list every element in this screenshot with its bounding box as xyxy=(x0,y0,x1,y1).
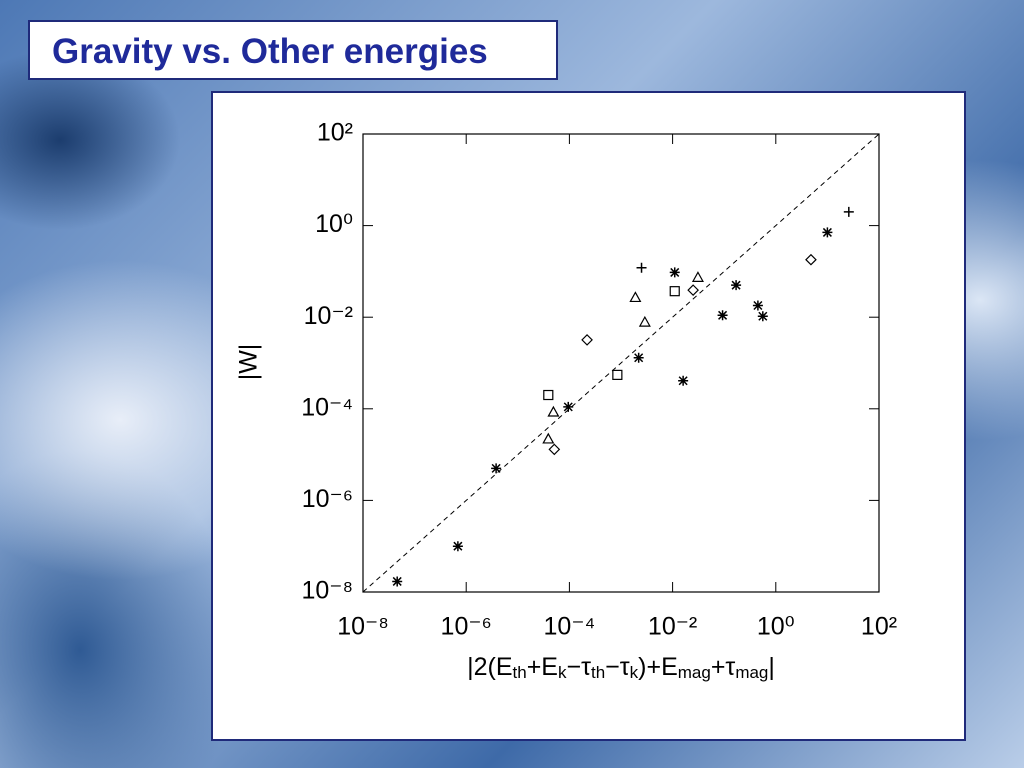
chart-panel xyxy=(211,91,966,741)
x-label-subscript: k xyxy=(558,663,567,682)
identity-line xyxy=(362,133,880,593)
x-tick-label: 10⁻⁴ xyxy=(544,613,596,641)
x-label-text: |2(E xyxy=(467,653,512,681)
point xyxy=(542,432,555,444)
x-label-subscript: th xyxy=(513,663,527,682)
point xyxy=(687,284,699,296)
point xyxy=(612,369,623,380)
point xyxy=(822,227,833,238)
point xyxy=(757,311,768,322)
x-tick-label: 10² xyxy=(861,613,897,641)
point xyxy=(678,375,689,386)
x-label-text: | xyxy=(768,653,775,681)
x-tick-label: 10⁻² xyxy=(648,613,697,641)
y-tick-label: 10⁻⁶ xyxy=(302,485,353,513)
x-tick-label: 10⁰ xyxy=(757,613,795,641)
point xyxy=(669,267,680,278)
x-label-text: )+E xyxy=(638,653,678,681)
point xyxy=(717,310,728,321)
point xyxy=(752,300,763,311)
point xyxy=(543,389,554,401)
point xyxy=(629,291,642,303)
x-label-text: −τ xyxy=(605,653,630,681)
title-box: Gravity vs. Other energies xyxy=(28,20,558,80)
x-label-text: +τ xyxy=(711,653,736,681)
plot-frame xyxy=(362,133,880,593)
x-tick-label: 10⁻⁸ xyxy=(337,613,389,641)
x-label-subscript: mag xyxy=(735,663,768,682)
y-tick-label: 10⁻² xyxy=(304,302,353,330)
point xyxy=(491,463,502,474)
x-label-subscript: k xyxy=(630,663,639,682)
x-label-subscript: mag xyxy=(678,663,711,682)
point xyxy=(633,352,644,363)
x-axis-label: |2(Eth+Ek−τth−τk)+Emag+τmag| xyxy=(467,653,775,682)
point xyxy=(638,315,651,327)
y-axis-label: |W| xyxy=(235,344,263,381)
point xyxy=(669,286,680,297)
y-tick-label: 10² xyxy=(317,119,353,147)
point xyxy=(731,280,742,291)
slide-title: Gravity vs. Other energies xyxy=(52,32,488,71)
x-label-text: −τ xyxy=(566,653,591,681)
x-tick-label: 10⁻⁶ xyxy=(441,613,492,641)
point xyxy=(452,541,463,552)
point xyxy=(548,443,561,456)
x-label-text: +E xyxy=(527,653,558,681)
point xyxy=(392,576,403,587)
y-tick-label: 10⁻⁴ xyxy=(301,393,353,421)
point xyxy=(805,253,817,266)
y-tick-label: 10⁻⁸ xyxy=(301,577,353,605)
point xyxy=(581,334,593,346)
point xyxy=(547,405,560,417)
point xyxy=(636,262,647,273)
y-tick-label: 10⁰ xyxy=(315,210,353,238)
point xyxy=(563,401,574,412)
point xyxy=(843,206,854,217)
x-label-subscript: th xyxy=(591,663,605,682)
point xyxy=(691,271,704,282)
